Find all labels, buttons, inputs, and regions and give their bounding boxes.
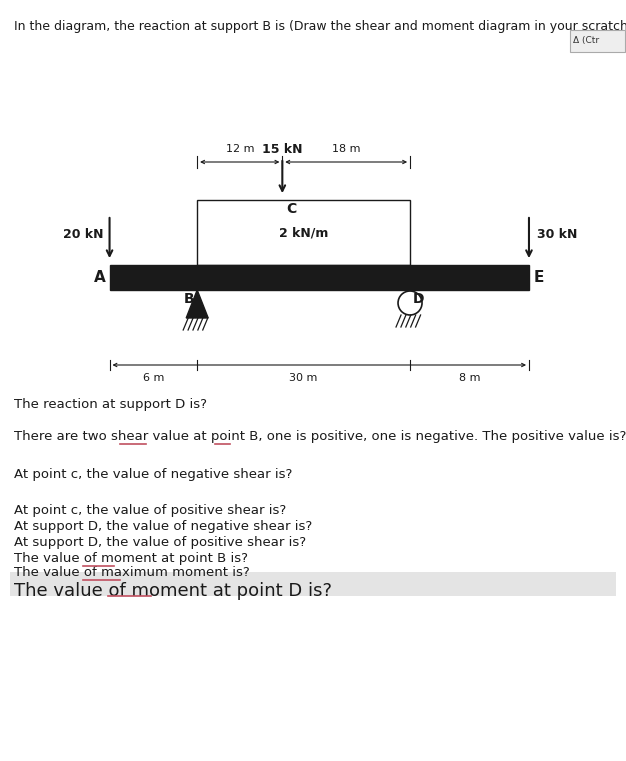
Text: 30 kN: 30 kN: [536, 228, 577, 241]
Text: 30 m: 30 m: [289, 373, 318, 383]
Text: 2 kN/m: 2 kN/m: [279, 226, 328, 239]
Text: 15 kN: 15 kN: [262, 143, 302, 156]
Text: At support D, the value of negative shear is?: At support D, the value of negative shea…: [14, 520, 312, 533]
Text: 12 m: 12 m: [225, 144, 254, 154]
Bar: [110, 265, 529, 290]
Text: At point c, the value of positive shear is?: At point c, the value of positive shear …: [14, 504, 286, 517]
Text: Δ (Ctr: Δ (Ctr: [573, 37, 599, 46]
Text: C: C: [286, 202, 297, 216]
Text: The value of maximum moment is?: The value of maximum moment is?: [14, 566, 250, 579]
Text: 8 m: 8 m: [459, 373, 480, 383]
Text: E: E: [534, 270, 545, 285]
Polygon shape: [186, 290, 208, 318]
Text: The value of moment at point D is?: The value of moment at point D is?: [14, 582, 332, 600]
Bar: [197, 200, 410, 265]
Text: 18 m: 18 m: [332, 144, 361, 154]
Text: 6 m: 6 m: [143, 373, 164, 383]
Text: In the diagram, the reaction at support B is (Draw the shear and moment diagram : In the diagram, the reaction at support …: [14, 20, 626, 33]
Text: The value of moment at point B is?: The value of moment at point B is?: [14, 552, 248, 565]
Text: 20 kN: 20 kN: [63, 228, 104, 241]
Text: A: A: [94, 270, 106, 285]
Bar: [10, 572, 616, 596]
Text: The reaction at support D is?: The reaction at support D is?: [14, 398, 207, 411]
Text: B: B: [183, 292, 194, 306]
Text: D: D: [413, 292, 424, 306]
Bar: [570, 30, 625, 52]
Text: At support D, the value of positive shear is?: At support D, the value of positive shea…: [14, 536, 306, 549]
Text: At point c, the value of negative shear is?: At point c, the value of negative shear …: [14, 468, 292, 481]
Text: There are two shear value at point B, one is positive, one is negative. The posi: There are two shear value at point B, on…: [14, 430, 626, 443]
